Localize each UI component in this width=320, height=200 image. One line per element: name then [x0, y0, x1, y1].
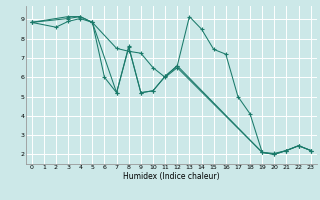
- X-axis label: Humidex (Indice chaleur): Humidex (Indice chaleur): [123, 172, 220, 181]
